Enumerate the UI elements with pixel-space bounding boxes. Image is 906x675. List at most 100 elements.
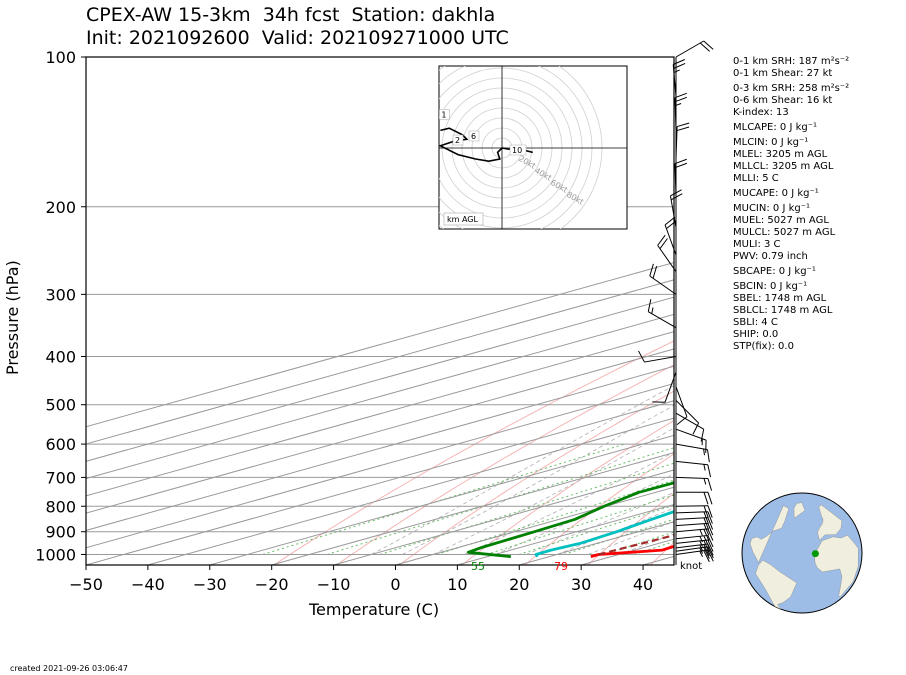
stat-line: STP(fix): 0.0 [733, 341, 794, 352]
isotherm [86, 296, 674, 462]
isotherm [86, 400, 674, 565]
x-tick-label: 40 [633, 575, 653, 594]
stat-line: 0-3 km SRH: 258 m²s⁻² [733, 83, 850, 94]
barb-half-flag [703, 448, 705, 456]
wind-barb [657, 234, 677, 272]
mixing-ratio-line [379, 462, 674, 555]
surface-dewpoint-label: 55 [471, 560, 485, 573]
created-timestamp: created 2021-09-26 03:06:47 [10, 664, 128, 673]
mixing-ratio-line [327, 447, 674, 555]
station-marker [811, 550, 819, 558]
barb-flag [703, 550, 710, 563]
hodograph-height-box [439, 109, 450, 120]
barb-staff [675, 522, 708, 527]
barb-flag [703, 40, 714, 50]
wind-barb [672, 59, 686, 97]
dry-adiabat [461, 419, 674, 565]
barb-staff [664, 371, 677, 403]
y-axis-label: Pressure (hPa) [3, 260, 22, 375]
x-tick-label: −20 [255, 575, 289, 594]
y-tick-label: 500 [45, 396, 76, 415]
dry-adiabat [336, 364, 674, 565]
barb-flag [707, 535, 714, 548]
barb-staff [674, 163, 677, 196]
stat-line: MLLCL: 3205 m AGL [733, 161, 834, 172]
barb-staff [675, 443, 708, 451]
barb-half-flag [699, 540, 703, 547]
stat-line: 0-1 km SRH: 187 m²s⁻² [733, 56, 850, 67]
barb-staff [675, 476, 708, 480]
x-tick-label: −10 [317, 575, 351, 594]
y-tick-label: 200 [45, 198, 76, 217]
isotherm [86, 279, 674, 445]
barb-flag [707, 449, 710, 463]
y-tick-label: 1000 [35, 545, 76, 564]
barb-staff [675, 511, 708, 514]
dry-adiabat [399, 390, 674, 565]
barb-staff [675, 399, 699, 424]
barb-half-flag [699, 547, 704, 554]
barb-staff [664, 224, 677, 256]
barb-staff [675, 40, 704, 58]
stat-line: MUCAPE: 0 J kg⁻¹ [733, 188, 819, 199]
barb-flag [676, 126, 690, 132]
dry-adiabat [587, 492, 674, 565]
barb-staff [675, 549, 708, 555]
chart-title-line1: CPEX-AW 15-3km 34h fcst Station: dakhla [86, 4, 496, 26]
barb-flag [703, 540, 710, 553]
barb-flag [707, 505, 713, 518]
barb-half-flag [703, 464, 706, 471]
wind-barb [675, 412, 705, 442]
barb-staff [675, 543, 708, 549]
barb-flag [664, 216, 676, 226]
barb-staff [675, 386, 688, 417]
wind-units-label: knot [680, 561, 702, 572]
barb-staff [648, 311, 677, 329]
barb-staff [644, 356, 677, 363]
hodograph-legend-label: km AGL [447, 215, 479, 224]
hodograph-height-box [468, 130, 480, 142]
hodograph-inset [438, 65, 628, 230]
x-tick-label: 20 [509, 575, 529, 594]
hodograph-height-label: 6 [471, 132, 476, 141]
x-tick-label: −30 [193, 575, 227, 594]
x-tick-label: 0 [390, 575, 400, 594]
wind-barb [649, 263, 677, 295]
plot-frame [85, 56, 675, 566]
hodograph-height-label: 2 [455, 136, 460, 145]
barb-flag [707, 478, 713, 491]
isotherm [86, 262, 674, 428]
x-axis-label: Temperature (C) [309, 600, 440, 619]
barb-half-flag [703, 478, 707, 485]
stat-line: SBCIN: 0 J kg⁻¹ [733, 281, 808, 292]
dry-adiabat [524, 453, 674, 565]
y-tick-label: 400 [45, 348, 76, 367]
barb-flag [707, 517, 714, 530]
barb-staff [674, 97, 677, 130]
chart-title-line2: Init: 2021092600 Valid: 202109271000 UTC [86, 27, 509, 49]
stat-line: MLEL: 3205 m AGL [733, 149, 828, 160]
stat-line: MULI: 3 C [733, 239, 781, 250]
barb-staff [649, 275, 677, 295]
barb-flag [703, 523, 710, 536]
barb-staff [675, 428, 707, 441]
x-tick-label: 30 [571, 575, 591, 594]
barb-staff [675, 539, 708, 544]
wind-barb [675, 122, 690, 159]
barb-half-flag [674, 103, 682, 107]
barb-staff [675, 460, 708, 466]
barb-flag [670, 193, 683, 201]
wind-barb [675, 522, 714, 536]
isotherm [86, 331, 674, 497]
hodograph-height-box [509, 144, 527, 156]
isotherm [271, 452, 674, 565]
hodograph-height-box [452, 134, 464, 146]
barb-flag [703, 535, 710, 548]
barb-staff [657, 245, 677, 272]
wet-bulb-profile [466, 481, 674, 558]
wind-barb [652, 371, 677, 403]
wind-barb [676, 491, 713, 505]
dewpoint-profile [534, 510, 674, 558]
barb-half-flag [699, 544, 703, 551]
moist-adiabat [525, 491, 674, 555]
